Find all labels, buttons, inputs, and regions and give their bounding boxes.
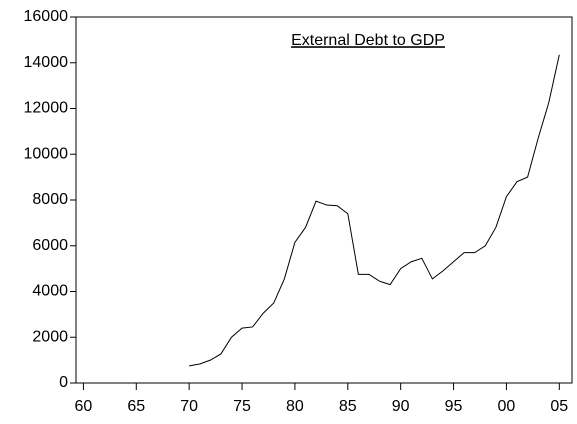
x-tick-label: 90 — [392, 398, 410, 415]
y-tick-label: 16000 — [24, 8, 69, 25]
x-tick-label: 00 — [498, 398, 516, 415]
x-tick-label: 65 — [127, 398, 145, 415]
y-tick-label: 4000 — [32, 283, 68, 300]
line-series — [189, 54, 560, 367]
y-tick-label: 14000 — [24, 54, 69, 71]
y-tick-label: 2000 — [32, 328, 68, 345]
x-tick-label: 75 — [233, 398, 251, 415]
y-tick-label: 12000 — [24, 100, 69, 117]
x-tick-label: 05 — [550, 398, 568, 415]
y-tick-label: 8000 — [32, 191, 68, 208]
x-tick-label: 85 — [339, 398, 357, 415]
x-tick-label: 95 — [445, 398, 463, 415]
y-tick-label: 10000 — [24, 145, 69, 162]
x-tick-label: 70 — [180, 398, 198, 415]
y-tick-label: 6000 — [32, 237, 68, 254]
y-tick-label: 0 — [59, 374, 68, 391]
plot-frame — [75, 16, 573, 384]
chart-title: External Debt to GDP — [291, 32, 445, 49]
x-tick-label: 60 — [75, 398, 93, 415]
x-tick-label: 80 — [286, 398, 304, 415]
